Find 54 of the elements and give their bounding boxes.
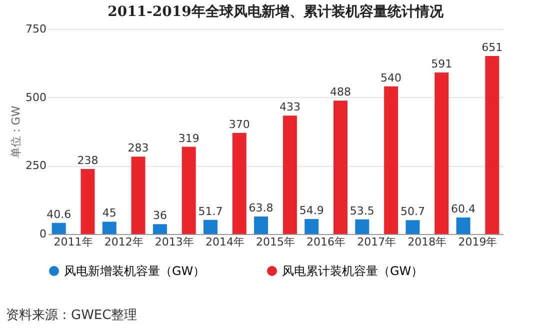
x-tick-label: 2013年 [154, 236, 194, 248]
y-axis-title: 单位：GW [10, 106, 23, 158]
data-label: 36 [152, 209, 167, 222]
text: 资料来源：GWEC整理 [6, 307, 138, 324]
chart-title: 2011-2019年全球风电新增、累计装机容量统计情况 [108, 3, 444, 20]
data-label: 54.9 [299, 204, 324, 217]
data-label: 433 [279, 100, 300, 114]
x-tick-label: 2011年 [54, 236, 93, 248]
bar [204, 220, 218, 234]
x-tick-label: 2019年 [458, 236, 498, 248]
data-label: 60.4 [451, 202, 476, 216]
data-label: 40.6 [46, 208, 72, 221]
bar [355, 219, 370, 234]
bar [52, 222, 66, 234]
bar [456, 217, 470, 234]
bar [485, 56, 500, 234]
x-tick-label: 2012年 [104, 236, 144, 248]
y-tick-label: 750 [26, 22, 46, 36]
bar [282, 116, 297, 234]
data-label: 591 [431, 57, 452, 70]
data-label: 63.8 [248, 202, 274, 215]
bar [80, 168, 95, 234]
data-label: 53.5 [350, 204, 374, 218]
bar [182, 146, 196, 234]
data-label: 651 [482, 41, 503, 54]
data-label: 283 [128, 142, 149, 155]
data-label: 50.7 [400, 205, 425, 218]
data-label: 370 [228, 118, 250, 131]
bar [334, 100, 348, 234]
bar [254, 216, 268, 234]
bar [434, 72, 449, 234]
y-tick-label: 250 [26, 159, 46, 172]
x-tick-label: 2014年 [205, 236, 244, 248]
x-tick-label: 2015年 [256, 236, 295, 248]
x-tick-label: 2016年 [306, 236, 346, 248]
bar [406, 220, 420, 234]
data-label: 488 [330, 86, 351, 99]
bar [102, 222, 116, 234]
data-label: 51.7 [198, 204, 223, 218]
x-tick-label: 2017年 [357, 236, 396, 248]
y-tick-label: 500 [26, 90, 46, 104]
data-label: 45 [102, 206, 116, 220]
legend-label: 风电新增装机容量（GW） [64, 264, 206, 278]
bar [131, 156, 146, 234]
bar [304, 218, 319, 234]
data-label: 540 [380, 71, 402, 84]
y-tick-label: 0 [40, 228, 46, 240]
data-label: 319 [178, 132, 200, 145]
data-label: 238 [77, 154, 98, 167]
legend-label: 风电累计装机容量（GW） [282, 264, 424, 278]
bar [232, 132, 246, 234]
bar [384, 86, 398, 234]
x-tick-label: 2018年 [408, 236, 447, 248]
bar [152, 224, 167, 234]
